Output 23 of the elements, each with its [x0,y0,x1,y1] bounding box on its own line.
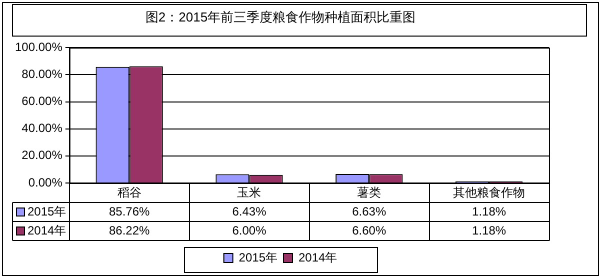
text: 2015年 [238,250,278,264]
y-tick-label: 60.00% [22,94,63,108]
data-label: 6.00% [232,223,267,238]
x-tick-label: 玉米 [237,186,262,200]
data-label: 6.60% [352,223,386,238]
legend-label: 2015年 [28,204,66,218]
x-tick-label: 薯类 [357,186,382,200]
data-label: 1.18% [472,204,506,218]
x-tick-label: 其他粮食作物 [453,186,526,200]
legend-label: 2014年 [298,250,338,264]
y-tick-label: 0.00% [28,175,63,190]
data-label: 86.22% [108,223,150,238]
data-label: 6.43% [232,204,267,218]
y-tick-label: 80.00% [22,66,63,81]
data-label: 85.76% [108,204,150,218]
data-label: 6.63% [352,204,386,218]
y-tick-label: 20.00% [22,148,63,162]
text: 2014年 [28,223,66,238]
x-tick-label: 稻谷 [117,186,142,200]
y-tick-label: 40.00% [22,121,63,136]
y-tick-label: 100.00% [15,40,63,54]
chart-title: 图2：2015年前三季度粮食作物种植面积比重图 [145,9,416,24]
data-label: 1.18% [472,223,506,238]
